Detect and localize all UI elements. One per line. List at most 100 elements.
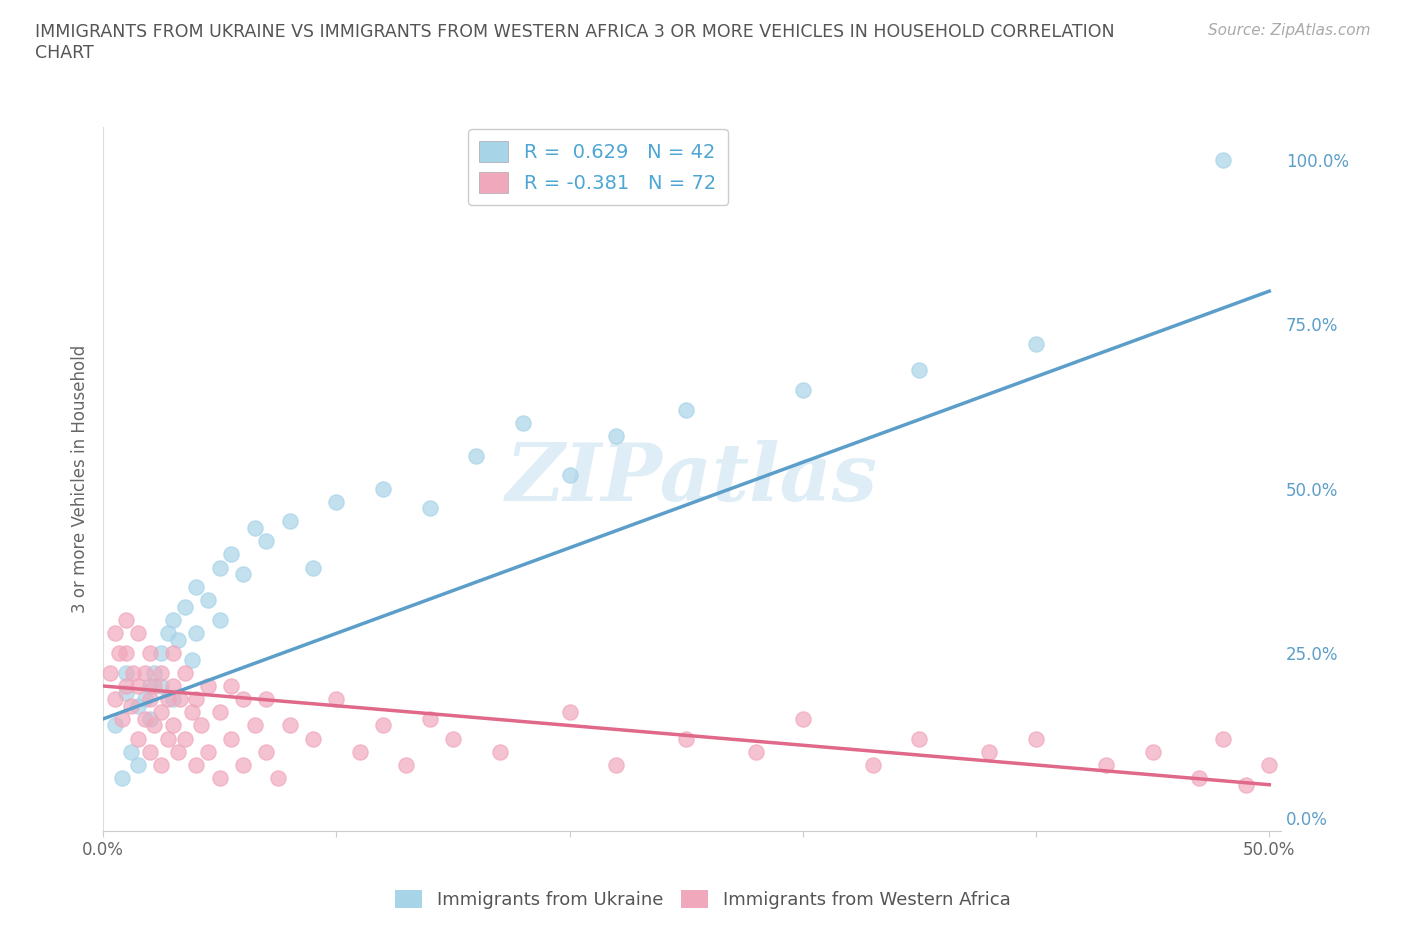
Point — [150, 645, 173, 660]
Point — [254, 692, 277, 707]
Point — [115, 613, 138, 628]
Point — [232, 692, 254, 707]
Point — [1025, 731, 1047, 746]
Point — [325, 494, 347, 509]
Point — [419, 501, 441, 516]
Point — [122, 665, 145, 680]
Point — [745, 744, 768, 759]
Point — [302, 560, 325, 575]
Point — [139, 692, 162, 707]
Point — [512, 416, 534, 431]
Text: ZIPatlas: ZIPatlas — [506, 440, 879, 517]
Point — [862, 758, 884, 773]
Point — [908, 363, 931, 378]
Point — [243, 521, 266, 536]
Point — [150, 679, 173, 694]
Point — [173, 665, 195, 680]
Point — [150, 705, 173, 720]
Point — [190, 718, 212, 733]
Point — [143, 679, 166, 694]
Point — [166, 632, 188, 647]
Point — [104, 692, 127, 707]
Point — [180, 705, 202, 720]
Point — [1025, 337, 1047, 352]
Point — [979, 744, 1001, 759]
Point — [134, 665, 156, 680]
Point — [558, 468, 581, 483]
Point — [139, 711, 162, 726]
Point — [243, 718, 266, 733]
Point — [1234, 777, 1257, 792]
Point — [208, 613, 231, 628]
Point — [108, 645, 131, 660]
Point — [115, 685, 138, 700]
Point — [1258, 758, 1281, 773]
Point — [173, 731, 195, 746]
Point — [197, 679, 219, 694]
Point — [169, 692, 191, 707]
Point — [221, 679, 243, 694]
Point — [166, 744, 188, 759]
Point — [127, 626, 149, 641]
Point — [465, 448, 488, 463]
Point — [104, 626, 127, 641]
Point — [488, 744, 510, 759]
Point — [98, 665, 121, 680]
Point — [208, 705, 231, 720]
Point — [162, 718, 184, 733]
Point — [197, 593, 219, 608]
Point — [111, 711, 134, 726]
Point — [302, 731, 325, 746]
Point — [143, 718, 166, 733]
Point — [441, 731, 464, 746]
Point — [908, 731, 931, 746]
Point — [792, 382, 814, 397]
Point — [139, 744, 162, 759]
Point — [111, 771, 134, 786]
Point — [186, 692, 208, 707]
Text: IMMIGRANTS FROM UKRAINE VS IMMIGRANTS FROM WESTERN AFRICA 3 OR MORE VEHICLES IN : IMMIGRANTS FROM UKRAINE VS IMMIGRANTS FR… — [35, 23, 1115, 62]
Point — [232, 566, 254, 581]
Point — [120, 698, 142, 713]
Point — [150, 665, 173, 680]
Point — [162, 679, 184, 694]
Point — [371, 481, 394, 496]
Point — [180, 652, 202, 667]
Point — [157, 626, 180, 641]
Point — [197, 744, 219, 759]
Point — [186, 758, 208, 773]
Point — [127, 758, 149, 773]
Point — [1212, 153, 1234, 167]
Point — [104, 718, 127, 733]
Point — [278, 718, 301, 733]
Point — [139, 679, 162, 694]
Point — [157, 731, 180, 746]
Point — [120, 744, 142, 759]
Point — [150, 758, 173, 773]
Point — [419, 711, 441, 726]
Legend: Immigrants from Ukraine, Immigrants from Western Africa: Immigrants from Ukraine, Immigrants from… — [388, 883, 1018, 916]
Point — [1095, 758, 1118, 773]
Point — [186, 626, 208, 641]
Point — [267, 771, 290, 786]
Point — [173, 600, 195, 615]
Point — [558, 705, 581, 720]
Point — [186, 579, 208, 594]
Point — [325, 692, 347, 707]
Point — [605, 429, 627, 444]
Point — [395, 758, 418, 773]
Point — [1142, 744, 1164, 759]
Point — [1212, 731, 1234, 746]
Point — [115, 665, 138, 680]
Point — [162, 692, 184, 707]
Point — [278, 514, 301, 529]
Point — [115, 645, 138, 660]
Point — [605, 758, 627, 773]
Point — [232, 758, 254, 773]
Y-axis label: 3 or more Vehicles in Household: 3 or more Vehicles in Household — [72, 345, 89, 613]
Point — [792, 711, 814, 726]
Text: Source: ZipAtlas.com: Source: ZipAtlas.com — [1208, 23, 1371, 38]
Point — [139, 645, 162, 660]
Point — [134, 692, 156, 707]
Point — [208, 771, 231, 786]
